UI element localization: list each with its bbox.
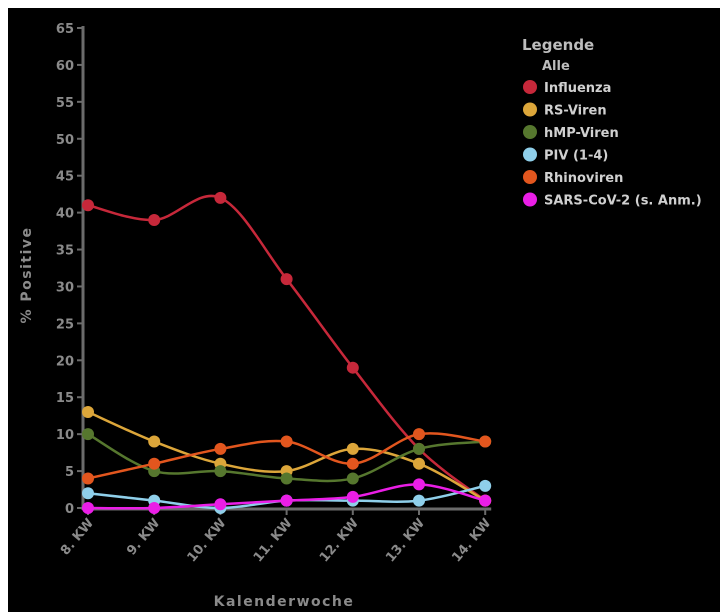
legend-marker xyxy=(523,103,537,117)
data-point xyxy=(413,428,425,440)
y-axis-title: % Positive xyxy=(19,226,35,323)
legend: Legende Alle Influenza RS-Viren hMP-Viren P… xyxy=(522,36,702,209)
x-tick-label: 8. KW xyxy=(58,516,97,559)
legend-marker xyxy=(523,193,537,207)
y-tick-label: 40 xyxy=(56,207,74,222)
data-point xyxy=(413,443,425,455)
y-tick-label: 30 xyxy=(56,280,74,295)
chart-container: 0 5 10 15 20 25 30 35 40 45 50 55 60 65 8. KW 9. KW 10. … xyxy=(8,8,720,612)
data-point xyxy=(347,472,359,484)
data-point xyxy=(82,406,94,418)
data-point xyxy=(479,436,491,448)
axes: 0 5 10 15 20 25 30 35 40 45 50 55 60 65 8. KW 9. KW 10. … xyxy=(56,22,494,565)
data-point xyxy=(479,495,491,507)
data-point xyxy=(281,273,293,285)
series-layer xyxy=(82,28,491,514)
x-tick-label: 9. KW xyxy=(124,516,163,559)
data-point xyxy=(347,443,359,455)
legend-label: SARS-CoV-2 (s. Anm.) xyxy=(544,194,702,209)
x-tick-label: 14. KW xyxy=(449,516,494,565)
x-tick-label: 10. KW xyxy=(185,516,230,565)
legend-label: PIV (1-4) xyxy=(544,149,608,164)
y-tick-label: 50 xyxy=(56,133,74,148)
y-tick-label: 20 xyxy=(56,354,74,369)
data-point xyxy=(214,192,226,204)
data-point xyxy=(148,458,160,470)
y-tick-label: 15 xyxy=(56,391,74,406)
line-chart: 0 5 10 15 20 25 30 35 40 45 50 55 60 65 8. KW 9. KW 10. … xyxy=(8,8,720,612)
data-point xyxy=(413,495,425,507)
legend-label: hMP-Viren xyxy=(544,126,619,141)
data-point xyxy=(214,465,226,477)
data-point xyxy=(347,458,359,470)
data-point xyxy=(148,436,160,448)
y-tick-label: 5 xyxy=(65,465,74,480)
legend-label: RS-Viren xyxy=(544,104,607,119)
data-point xyxy=(82,428,94,440)
y-tick-label: 65 xyxy=(56,22,74,37)
data-point xyxy=(413,458,425,470)
data-point xyxy=(413,478,425,490)
x-axis-title: Kalenderwoche xyxy=(214,594,355,610)
y-tick-label: 35 xyxy=(56,244,74,259)
data-point xyxy=(347,362,359,374)
series-line-1 xyxy=(88,196,485,501)
series-line-0 xyxy=(88,28,485,331)
x-tick-label: 12. KW xyxy=(317,516,362,565)
data-point xyxy=(479,480,491,492)
data-point xyxy=(214,443,226,455)
data-point xyxy=(281,436,293,448)
data-point xyxy=(214,498,226,510)
x-tick-label: 13. KW xyxy=(383,516,428,565)
data-point xyxy=(281,495,293,507)
data-point xyxy=(82,472,94,484)
y-tick-label: 10 xyxy=(56,428,74,443)
data-point xyxy=(82,487,94,499)
y-tick-label: 55 xyxy=(56,96,74,111)
legend-marker xyxy=(523,170,537,184)
data-point xyxy=(281,472,293,484)
data-point xyxy=(82,502,94,514)
legend-title: Legende xyxy=(522,36,594,54)
data-point xyxy=(82,199,94,211)
legend-marker xyxy=(523,80,537,94)
legend-subtitle: Alle xyxy=(542,59,570,74)
y-tick-label: 0 xyxy=(65,502,74,517)
data-point xyxy=(148,214,160,226)
x-tick-label: 11. KW xyxy=(251,516,296,565)
legend-label: Rhinoviren xyxy=(544,171,623,186)
y-tick-label: 25 xyxy=(56,317,74,332)
y-tick-label: 45 xyxy=(56,170,74,185)
legend-marker xyxy=(523,148,537,162)
data-point xyxy=(347,491,359,503)
y-tick-label: 60 xyxy=(56,59,74,74)
legend-label: Influenza xyxy=(544,81,611,96)
legend-marker xyxy=(523,125,537,139)
data-point xyxy=(148,502,160,514)
